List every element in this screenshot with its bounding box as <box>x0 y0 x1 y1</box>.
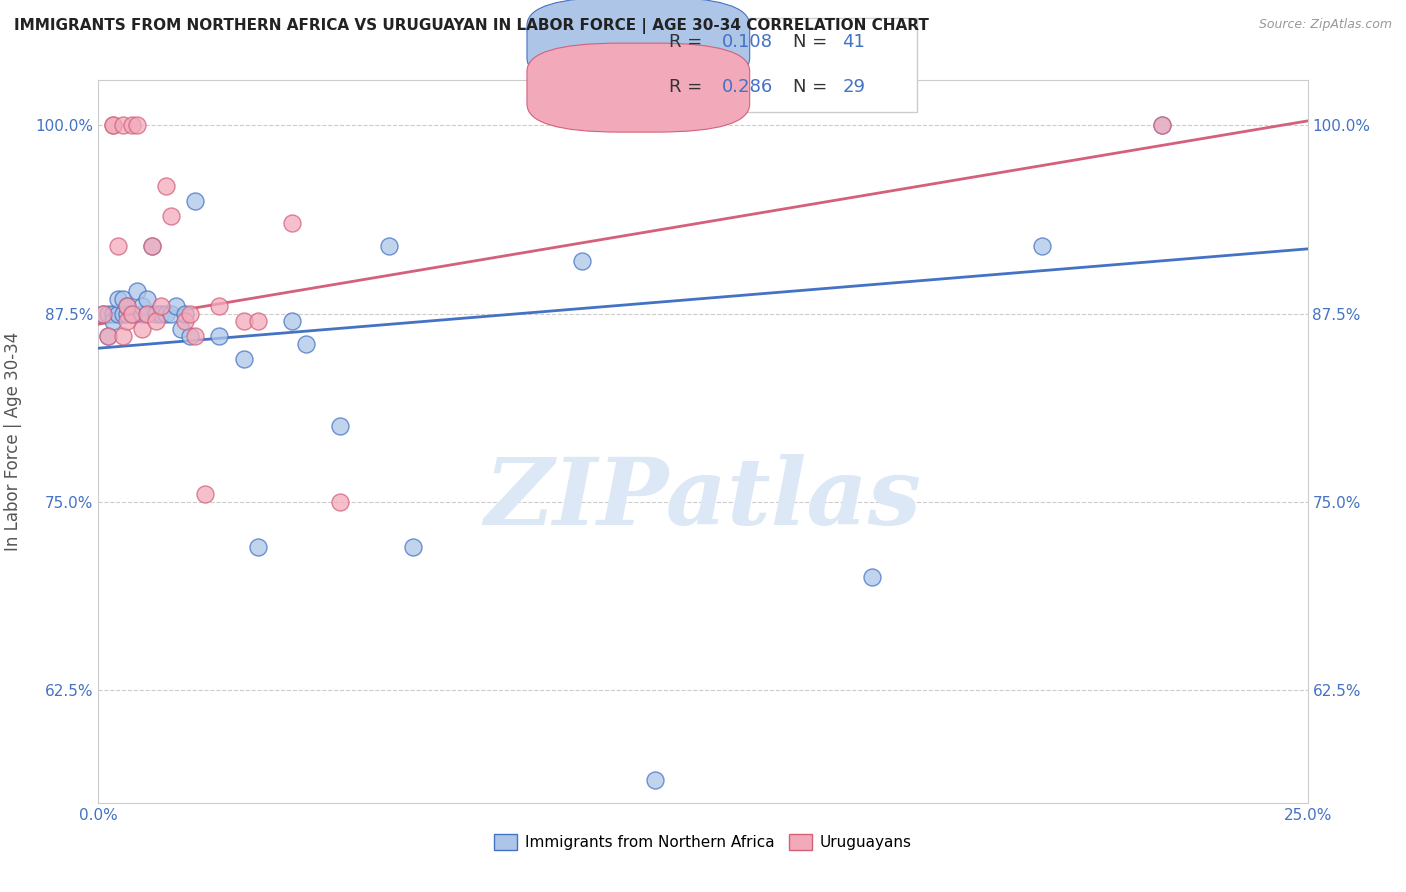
Point <box>169 321 191 335</box>
Point <box>174 314 197 328</box>
Point <box>155 307 177 321</box>
Point <box>107 239 129 253</box>
Point <box>295 336 318 351</box>
Point <box>101 119 124 133</box>
Point <box>329 419 352 434</box>
Point <box>101 119 124 133</box>
Point <box>117 299 139 313</box>
Point <box>150 299 173 313</box>
Point <box>131 321 153 335</box>
Point <box>101 307 124 321</box>
Point <box>281 216 304 230</box>
Point <box>184 329 207 343</box>
Point <box>91 307 114 321</box>
Point <box>174 307 197 321</box>
Point <box>160 209 183 223</box>
Text: Source: ZipAtlas.com: Source: ZipAtlas.com <box>1258 18 1392 31</box>
Point <box>150 307 173 321</box>
Point <box>1031 239 1053 253</box>
Point <box>860 570 883 584</box>
Text: 41: 41 <box>842 33 865 51</box>
Point <box>121 307 143 321</box>
Point <box>97 329 120 343</box>
Point <box>194 487 217 501</box>
FancyBboxPatch shape <box>607 18 917 112</box>
Point <box>184 194 207 208</box>
Point <box>247 540 270 554</box>
Point <box>111 292 134 306</box>
Point <box>107 307 129 321</box>
Text: IMMIGRANTS FROM NORTHERN AFRICA VS URUGUAYAN IN LABOR FORCE | AGE 30-34 CORRELAT: IMMIGRANTS FROM NORTHERN AFRICA VS URUGU… <box>14 18 929 34</box>
Point <box>208 299 231 313</box>
Point <box>329 495 352 509</box>
Text: ZIPatlas: ZIPatlas <box>485 454 921 544</box>
Point <box>281 314 304 328</box>
Point <box>141 239 163 253</box>
Text: 0.108: 0.108 <box>721 33 773 51</box>
FancyBboxPatch shape <box>527 0 749 87</box>
Point <box>111 119 134 133</box>
Point <box>111 307 134 321</box>
Point <box>91 307 114 321</box>
Y-axis label: In Labor Force | Age 30-34: In Labor Force | Age 30-34 <box>4 332 21 551</box>
Point <box>145 307 167 321</box>
Point <box>141 239 163 253</box>
Point <box>208 329 231 343</box>
Point <box>101 314 124 328</box>
Point <box>571 254 593 268</box>
Point <box>121 307 143 321</box>
Point <box>111 329 134 343</box>
Point <box>179 329 201 343</box>
Text: 29: 29 <box>842 78 866 96</box>
Point <box>232 314 254 328</box>
Point <box>127 119 149 133</box>
Point <box>97 329 120 343</box>
Point <box>179 307 201 321</box>
Point <box>247 314 270 328</box>
Text: N =: N = <box>793 33 832 51</box>
Point <box>117 299 139 313</box>
Text: 0.286: 0.286 <box>721 78 773 96</box>
Point <box>644 773 666 788</box>
Point <box>165 299 187 313</box>
Point <box>121 119 143 133</box>
Point <box>1152 119 1174 133</box>
Point <box>117 307 139 321</box>
Point <box>1152 119 1174 133</box>
Point <box>135 292 157 306</box>
Point <box>160 307 183 321</box>
Point <box>107 292 129 306</box>
Point <box>145 314 167 328</box>
Text: N =: N = <box>793 78 832 96</box>
Legend: Immigrants from Northern Africa, Uruguayans: Immigrants from Northern Africa, Uruguay… <box>488 829 918 856</box>
Point <box>402 540 425 554</box>
Point <box>127 284 149 298</box>
Point <box>121 307 143 321</box>
Point <box>97 307 120 321</box>
FancyBboxPatch shape <box>527 43 749 132</box>
Point <box>377 239 399 253</box>
Point <box>131 299 153 313</box>
Text: R =: R = <box>669 33 709 51</box>
Point <box>135 307 157 321</box>
Point <box>135 307 157 321</box>
Point <box>232 351 254 366</box>
Point <box>131 307 153 321</box>
Point <box>117 314 139 328</box>
Text: R =: R = <box>669 78 709 96</box>
Point <box>155 178 177 193</box>
